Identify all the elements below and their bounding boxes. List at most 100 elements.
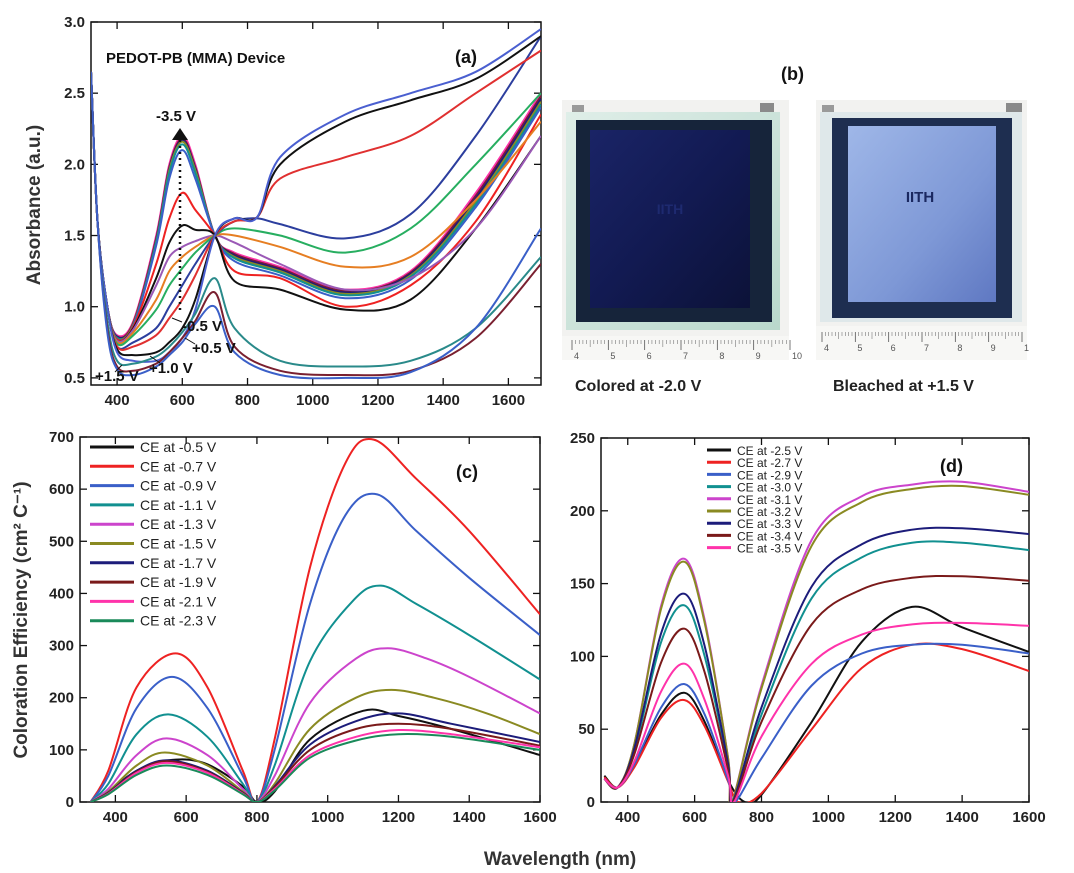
x-tick-label: 1000 <box>311 809 344 826</box>
legend-label: CE at -2.7 V <box>737 456 802 470</box>
ruler-number: 5 <box>857 343 862 353</box>
panel-a-frame <box>90 21 542 386</box>
panel-a-title: PEDOT-PB (MMA) Device <box>106 50 285 67</box>
panel-d: 400 600 800 1000 1200 1400 1600 0 50 100 150 200 250… <box>570 430 1046 826</box>
series-line-c-2 <box>89 492 540 802</box>
annotation-minus-3-5v: -3.5 V <box>156 108 196 125</box>
series-line-d-8 <box>603 621 1029 802</box>
ruler-number: 9 <box>991 343 996 353</box>
panel-c-legend: CE at -0.5 V CE at -0.7 V CE at -0.9 V CE a… <box>90 439 217 629</box>
x-tick-label: 1200 <box>382 809 415 826</box>
panel-a-tick-labels: 400 600 800 1000 1200 1400 1600 0.5 1.0 1.5 2.0 2.5… <box>64 14 525 409</box>
annotation-plus-1-5v: +1.5 V <box>95 368 139 385</box>
legend-label: CE at -1.7 V <box>140 555 217 571</box>
annotation-pointer-plus-0-5v <box>184 337 196 345</box>
legend-label: CE at -0.7 V <box>140 458 217 474</box>
x-tick-label: 600 <box>682 809 707 826</box>
annotation-pointer-plus-1-5v <box>114 364 123 373</box>
ruler-number: 8 <box>719 351 724 361</box>
y-tick-label: 700 <box>49 429 74 446</box>
legend-label: CE at -1.3 V <box>140 516 217 532</box>
y-tick-label: 200 <box>49 690 74 707</box>
series-line-c-6 <box>90 712 540 802</box>
ruler-number: 7 <box>924 343 929 353</box>
legend-label: CE at -0.9 V <box>140 478 217 494</box>
panel-d-frame <box>600 437 1030 803</box>
panel-a-label: (a) <box>455 47 477 67</box>
y-tick-label: 0 <box>587 794 595 811</box>
panel-c: 400 600 800 1000 1200 1400 1600 0 100 200 300 400 50… <box>11 429 557 826</box>
y-tick-label: 0.5 <box>64 370 85 387</box>
panel-b-label: (b) <box>781 64 804 84</box>
legend-label: CE at -2.3 V <box>140 613 217 629</box>
panel-c-tick-labels: 400 600 800 1000 1200 1400 1600 0 100 200 300 400 50… <box>49 429 557 826</box>
y-tick-label: 2.0 <box>64 156 85 173</box>
x-tick-label: 400 <box>103 809 128 826</box>
arrow-head <box>172 128 188 140</box>
y-tick-label: 600 <box>49 481 74 498</box>
x-tick-label: 1600 <box>523 809 556 826</box>
annotation-pointer-plus-1-0v <box>149 355 161 364</box>
y-tick-label: 2.5 <box>64 85 85 102</box>
photo-bleached: IITH 4 5 6 7 8 9 1 <box>816 100 1029 360</box>
series-line-a-14 <box>91 28 541 363</box>
ruler-number: 10 <box>792 351 802 361</box>
legend-label: CE at -3.1 V <box>737 493 802 507</box>
x-tick-label: 400 <box>615 809 640 826</box>
x-tick-label: 800 <box>749 809 774 826</box>
y-tick-label: 250 <box>570 430 595 447</box>
panel-c-frame <box>79 436 541 803</box>
series-line-d-0 <box>603 605 1029 802</box>
series-line-c-9 <box>90 732 540 802</box>
annotation-minus-0-5v: -0.5 V <box>182 318 222 335</box>
legend-label: CE at -1.9 V <box>140 574 217 590</box>
x-tick-label: 1600 <box>492 392 525 409</box>
legend-label: CE at -2.9 V <box>737 468 802 482</box>
y-tick-label: 1.5 <box>64 228 85 245</box>
y-tick-label: 1.0 <box>64 299 85 316</box>
ruler-number: 8 <box>957 343 962 353</box>
annotation-plus-1-0v: +1.0 V <box>149 360 193 377</box>
photo-colored: IITH 4 5 6 7 8 9 10 <box>562 100 802 361</box>
y-tick-label: 500 <box>49 533 74 550</box>
ruler-number: 6 <box>647 351 652 361</box>
panel-a: 400 600 800 1000 1200 1400 1600 0.5 1.0 1.5 2.0 2.5… <box>24 14 542 409</box>
x-tick-label: 1000 <box>812 809 845 826</box>
y-tick-label: 0 <box>66 794 74 811</box>
ruler-number: 5 <box>610 351 615 361</box>
x-tick-label: 1600 <box>1012 809 1045 826</box>
panel-a-series <box>91 28 541 380</box>
panel-c-label: (c) <box>456 462 478 482</box>
series-line-d-6 <box>603 526 1029 802</box>
ruler-number: 7 <box>683 351 688 361</box>
legend-label: CE at -3.0 V <box>737 481 802 495</box>
legend-label: CE at -3.3 V <box>737 517 802 531</box>
shared-xlabel: Wavelength (nm) <box>484 849 636 870</box>
panel-a-ylabel: Absorbance (a.u.) <box>24 125 45 285</box>
panel-c-series <box>89 437 540 802</box>
legend-label: CE at -3.2 V <box>737 505 802 519</box>
x-tick-label: 1400 <box>453 809 486 826</box>
y-tick-label: 100 <box>49 742 74 759</box>
panel-d-label: (d) <box>940 456 963 476</box>
x-tick-label: 800 <box>235 392 260 409</box>
photo-bleached-iith: IITH <box>906 189 934 206</box>
ruler-number: 9 <box>756 351 761 361</box>
panel-d-ticks <box>601 437 1030 803</box>
x-tick-label: 800 <box>244 809 269 826</box>
series-line-c-3 <box>89 584 540 802</box>
legend-label: CE at -0.5 V <box>140 439 217 455</box>
series-line-d-7 <box>603 574 1029 802</box>
legend-label: CE at -1.1 V <box>140 497 217 513</box>
x-tick-label: 1400 <box>426 392 459 409</box>
panel-d-series <box>603 480 1029 802</box>
ruler-number: 1 <box>1024 343 1029 353</box>
ruler-number: 4 <box>574 351 579 361</box>
y-tick-label: 400 <box>49 585 74 602</box>
panel-c-ylabel: Coloration Efficiency (cm² C⁻¹) <box>11 481 32 758</box>
legend-label: CE at -3.5 V <box>737 542 802 556</box>
series-line-d-1 <box>603 642 1029 802</box>
annotation-pointer-0-5v <box>171 317 183 323</box>
series-line-c-4 <box>90 647 540 802</box>
caption-colored: Colored at -2.0 V <box>575 378 702 395</box>
